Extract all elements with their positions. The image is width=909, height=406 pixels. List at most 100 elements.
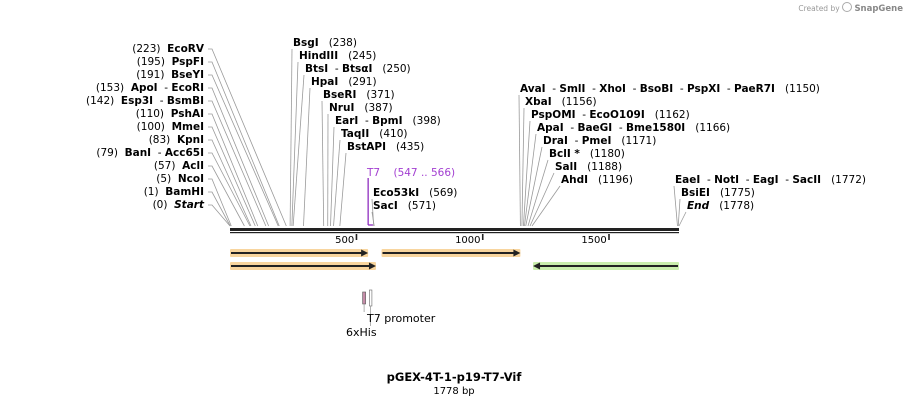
primer-name: T7: [366, 167, 380, 179]
enzyme-name: NruI: [329, 102, 354, 114]
site-position: (1180): [590, 148, 625, 160]
leader-line: [518, 94, 521, 227]
site-label-acli[interactable]: (57) AclI: [154, 160, 204, 172]
leader-line: [339, 152, 347, 227]
enzyme-name: Eco53kI: [373, 187, 419, 199]
site-gap: [164, 108, 171, 120]
site-label-bstapi[interactable]: BstAPI (435): [347, 141, 424, 153]
site-position: (100): [137, 121, 165, 133]
site-gap: [611, 135, 621, 147]
feature-arrowhead: [361, 249, 369, 257]
site-label-avai[interactable]: AvaI - SmlI - XhoI - BsoBI - PspXI - Pae…: [520, 83, 820, 95]
site-label-end[interactable]: End (1778): [687, 200, 754, 212]
site-position: (153): [96, 82, 124, 94]
site-label-esp3i[interactable]: (142) Esp3I - BsmBI: [86, 95, 204, 107]
site-gap: [171, 173, 178, 185]
site-position: (1150): [785, 83, 820, 95]
scale-ticks: 500 1000 1500: [335, 234, 610, 246]
tick-label: 1000: [455, 235, 480, 246]
site-label-bsgi[interactable]: BsgI (238): [293, 37, 357, 49]
enzyme-name: MmeI: [172, 121, 204, 133]
leader-line: [208, 100, 267, 227]
leader-line: [527, 159, 549, 227]
t7-promoter-label: T7 promoter: [366, 312, 436, 325]
his-tag-marker[interactable]: [362, 291, 366, 305]
site-label-ncoi[interactable]: (5) NcoI: [156, 173, 204, 185]
credit-brand: SnapGene: [854, 4, 903, 14]
enzyme-name: NotI: [714, 174, 739, 186]
site-label-ahdi[interactable]: AhdI (1196): [561, 174, 633, 186]
site-position: (1772): [831, 174, 866, 186]
site-label-pspfi[interactable]: (195) PspFI: [137, 56, 204, 68]
leader-line: [208, 178, 232, 227]
site-label-pspomi[interactable]: PspOMI - EcoO109I (1162): [531, 109, 690, 121]
site-label-xbai[interactable]: XbaI (1156): [525, 96, 597, 108]
site-label-taqii[interactable]: TaqII (410): [341, 128, 407, 140]
feature-arrow-forward[interactable]: [230, 262, 376, 270]
enzyme-name: NcoI: [178, 173, 204, 185]
site-label-bsiei[interactable]: BsiEI (1775): [681, 187, 755, 199]
site-label-bseri[interactable]: BseRI (371): [323, 89, 395, 101]
feature-arrowhead: [513, 249, 521, 257]
site-label-eari[interactable]: EarI - BpmI (398): [335, 115, 441, 127]
enzyme-name: BseYI: [171, 69, 204, 81]
site-separator: -: [153, 95, 167, 107]
enzyme-name: HindIII: [299, 50, 338, 62]
site-label-apoi[interactable]: (153) ApoI - EcoRI: [96, 82, 204, 94]
site-label-start[interactable]: (0) Start: [153, 199, 205, 211]
site-gap: [685, 122, 695, 134]
site-gap: [372, 63, 382, 75]
enzyme-name: Esp3I: [121, 95, 153, 107]
site-label-bamhi[interactable]: (1) BamHI: [144, 186, 204, 198]
site-separator: -: [739, 174, 753, 186]
enzyme-name: ApaI: [537, 122, 564, 134]
site-label-hindiii[interactable]: HindIII (245): [299, 50, 376, 62]
leader-line: [303, 87, 311, 227]
site-label-kpni[interactable]: (83) KpnI: [149, 134, 204, 146]
site-gap: [419, 187, 429, 199]
enzyme-name: SacI: [373, 200, 398, 212]
site-label-ecorv[interactable]: (223) EcoRV: [132, 43, 205, 55]
site-label-sali[interactable]: SalI (1188): [555, 161, 622, 173]
site-gap: [356, 89, 366, 101]
site-position: (57): [154, 160, 176, 172]
site-label-eco53ki[interactable]: Eco53kI (569): [373, 187, 457, 199]
site-gap: [821, 174, 831, 186]
site-gap: [167, 199, 174, 211]
site-position: (387): [364, 102, 392, 114]
site-label-saci[interactable]: SacI (571): [373, 200, 436, 212]
site-label-bani[interactable]: (79) BanI - Acc65I: [96, 147, 204, 159]
primer-t7-label[interactable]: T7 (547 .. 566): [366, 167, 455, 179]
site-label-eaei[interactable]: EaeI - NotI - EagI - SacII (1772): [675, 174, 866, 186]
site-label-bseyi[interactable]: (191) BseYI: [136, 69, 204, 81]
enzyme-name: AhdI: [561, 174, 588, 186]
leader-line: [208, 191, 231, 227]
site-label-nrui[interactable]: NruI (387): [329, 102, 393, 114]
site-position: (1188): [587, 161, 622, 173]
leader-line: [292, 74, 305, 227]
site-position: (223): [132, 43, 160, 55]
site-label-mmei[interactable]: (100) MmeI: [137, 121, 204, 133]
site-label-apai[interactable]: ApaI - BaeGI - Bme1580I (1166): [537, 122, 730, 134]
leader-line: [208, 204, 231, 227]
site-label-btsi[interactable]: BtsI - BtsαI (250): [305, 63, 411, 75]
enzyme-name: EagI: [753, 174, 779, 186]
site-label-hpai[interactable]: HpaI (291): [311, 76, 377, 88]
feature-arrow-forward[interactable]: [230, 249, 369, 257]
feature-arrowhead: [368, 262, 376, 270]
feature-arrow-forward[interactable]: [381, 249, 521, 257]
feature-arrow-reverse[interactable]: [533, 262, 679, 270]
site-label-pshai[interactable]: (110) PshAI: [136, 108, 204, 120]
site-gap: [710, 187, 720, 199]
site-position: (291): [348, 76, 376, 88]
leader-line: [673, 185, 678, 227]
site-label-bcli[interactable]: BclI * (1180): [549, 148, 625, 160]
t7-promoter-marker[interactable]: [369, 289, 373, 307]
site-separator: -: [158, 82, 172, 94]
site-gap: [354, 102, 364, 114]
site-label-drai[interactable]: DraI - PmeI (1171): [543, 135, 656, 147]
enzyme-name: EcoO109I: [589, 109, 644, 121]
backbone-bar: [230, 228, 679, 231]
site-gap: [709, 200, 719, 212]
